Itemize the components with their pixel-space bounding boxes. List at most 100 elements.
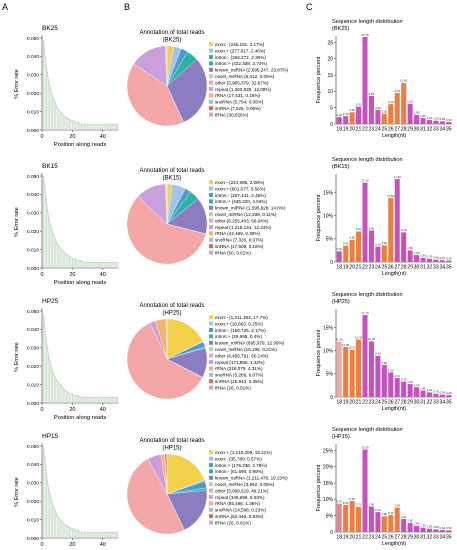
legend-entry: repeat (1,363,530, 12.08%) [215,87,271,92]
legend-swatch [209,456,213,461]
legend-swatch [209,87,213,91]
bar-value-label: 0.90 [420,254,426,258]
panel-letter-b: B [124,2,130,12]
bar-chart-title: Sequence length distribution [332,19,403,25]
pie-slice [166,318,204,360]
length-bar [336,341,342,397]
y-tick-label: 0.050 [27,174,39,180]
y-tick-label: 0.020 [27,229,39,235]
x-axis-label: Length(nt) [382,406,406,412]
bar-value-label: 2.10 [336,113,342,117]
y-tick-label: 0.000 [27,401,39,407]
chart-title: HP15 [42,433,59,440]
length-bar [349,501,355,532]
x-tick-label: 32 [427,535,433,541]
x-axis-label: Length(nt) [382,271,406,277]
y-tick-label: 0.020 [27,499,39,505]
y-tick-label: 0 [330,260,333,266]
bar-value-label: 6.60 [356,227,362,231]
y-tick-label: 0.020 [27,364,39,370]
x-tick-label: 0 [40,542,43,548]
x-tick-label: 31 [420,127,426,133]
bar-value-label: 17.10 [361,179,369,183]
legend-swatch [209,347,213,352]
bar-value-label: 6.20 [407,100,413,104]
bar-value-label: 4.10 [394,374,400,378]
legend-entry: exon:- (245,191, 2.17%) [215,42,265,47]
length-bar [394,507,400,532]
y-tick-label: 5% [326,372,334,378]
panel-a-error-rate-charts: BK25 0.000 0.010 0.020 0.030 0.040 0.050 0 20 40%… [14,25,119,548]
bar-value-label: 0.60 [446,118,452,122]
annotation-pie-0: Annotation of total reads (BK25) exon:- (2… [126,30,289,127]
x-tick-label: 19 [343,127,349,133]
y-tick-label: 0.030 [27,346,39,352]
pie-title: Annotation of total reads [139,168,204,174]
x-tick-label: 31 [420,265,426,271]
length-bar [420,257,426,262]
legend-swatch [209,328,213,332]
y-tick-label: 10% [323,213,334,219]
x-tick-label: 40 [100,134,106,140]
length-distribution-chart-3: Sequence length distribution(HP15) 0 5% 10%… [316,427,452,547]
x-tick-label: 25 [381,400,387,406]
legend-entry: snRNA (25,943, 0.35%) [215,379,264,384]
legend-entry: snoRNA (5,704, 0.05%) [215,100,264,105]
legend-entry: other (4,456,791, 60.14%) [215,353,269,358]
x-tick-label: 21 [356,400,362,406]
legend-swatch [209,340,213,345]
bar-value-label: 0.40 [440,256,446,260]
legend-swatch [209,93,213,98]
legend-swatch [209,193,213,197]
legend-swatch [209,225,213,229]
x-tick-label: 34 [439,265,445,271]
bar-chart-title: Sequence length distribution [332,157,403,163]
bar-value-label: 3.30 [401,378,407,382]
legend-entry: snoRNA (14,598, 0.23%) [215,508,266,513]
legend-entry: intron:+ (29,668, 0.4%) [215,334,262,339]
legend-swatch [209,218,213,223]
legend-entry: rRNA (85,466, 1.36%) [215,501,260,506]
length-bar [343,504,349,532]
length-bar [420,527,426,532]
legend-entry: repeat (348,658, 5.53%) [215,495,265,500]
length-bar [362,449,368,532]
x-tick-label: 31 [420,400,426,406]
legend-swatch [209,199,213,204]
length-bar [349,349,355,397]
x-tick-label: 25 [381,535,387,541]
bar-value-label: 1.00 [427,525,433,529]
legend-swatch [209,250,213,255]
y-axis-label: Frequence percent [316,56,322,103]
length-bar [433,259,439,262]
legend-swatch [209,475,213,480]
bar-value-label: 5.30 [356,103,362,107]
bar-value-label: 1.40 [420,386,426,390]
legend-entry: rRNA (319,079, 4.31%) [215,366,263,371]
x-tick-label: 26 [388,535,394,541]
error-rate-series-line [42,445,118,534]
legend-entry: exon:+ (277,617, 2.46%) [215,48,266,53]
bar-value-label: 2.80 [407,380,413,384]
bar-value-label: 1.00 [433,117,439,121]
y-tick-label: 10 [327,89,333,95]
length-bar [420,118,426,124]
legend-entry: exon:+ (1,210,209, 19.21%) [215,450,272,455]
length-bar [446,122,452,124]
error-rate-chart-hp25: HP25 0.000 0.010 0.020 0.030 0.040 0.050 0 20 40%… [14,298,119,421]
length-bar [356,231,362,262]
x-tick-label: 35 [446,265,452,271]
bar-value-label: 11.90 [336,338,343,342]
legend-swatch [209,501,213,506]
bar-chart-title: Sequence length distribution [332,292,403,298]
length-bar [343,346,349,397]
legend-entry: tRNA (26, 0.01%) [215,385,251,390]
length-bar [343,245,349,262]
pie-title: Annotation of total reads [139,303,204,309]
x-tick-label: 24 [375,535,381,541]
legend-swatch [209,469,213,474]
bar-value-label: 7.50 [394,503,400,507]
x-tick-label: 20 [349,265,355,271]
pie-slice [126,322,203,400]
length-bar [362,182,368,262]
